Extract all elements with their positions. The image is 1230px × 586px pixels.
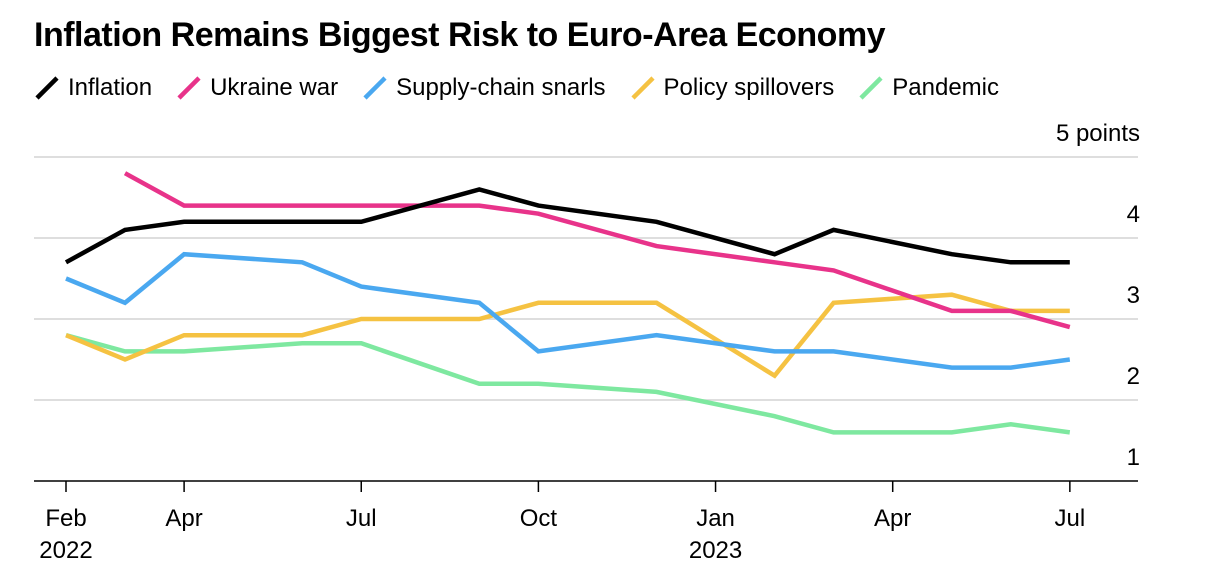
legend-item-inflation: Inflation [34, 74, 152, 102]
series-line-policy-spillovers [65, 292, 1070, 379]
legend-item-pandemic: Pandemic [858, 74, 999, 102]
legend-label-policy-spillovers: Policy spillovers [663, 74, 835, 101]
legend-swatch-inflation [35, 76, 59, 100]
x-tick-year-label: 2022 [39, 537, 92, 564]
legend-label-ukraine-war: Ukraine war [210, 74, 339, 101]
legend-label-pandemic: Pandemic [892, 74, 999, 101]
legend-swatch-pandemic [859, 76, 883, 100]
legend-item-ukraine-war: Ukraine war [176, 74, 338, 102]
x-tick-label: Apr [165, 505, 202, 532]
legend-item-policy-spillovers: Policy spillovers [630, 74, 835, 102]
x-tick-label: Jul [346, 505, 377, 532]
legend-swatch-supply-chain-snarls [363, 76, 387, 100]
x-tick-label: Apr [874, 505, 911, 532]
x-tick-label: Oct [520, 505, 558, 532]
series-line-ukraine-war [123, 171, 1071, 330]
legend-label-supply-chain-snarls: Supply-chain snarls [396, 74, 606, 101]
y-tick-label: 1 [1127, 444, 1140, 471]
x-tick-label: Feb [45, 505, 86, 532]
x-tick-label: Jul [1055, 505, 1086, 532]
y-tick-label: 2 [1127, 363, 1140, 390]
legend-swatch-policy-spillovers [630, 76, 655, 100]
x-tick-label: Jan [696, 505, 735, 532]
y-tick-label: 3 [1127, 282, 1140, 309]
legend: Inflation Ukraine war Supply-chain snarl… [34, 74, 1023, 102]
series-line-inflation [64, 187, 1070, 265]
y-unit-label: 5 points [1056, 120, 1140, 147]
legend-swatch-ukraine-war [177, 76, 201, 100]
legend-item-supply-chain-snarls: Supply-chain snarls [362, 74, 606, 102]
series-line-supply-chain-snarls [65, 251, 1071, 370]
chart-title: Inflation Remains Biggest Risk to Euro-A… [34, 16, 886, 54]
legend-label-inflation: Inflation [68, 74, 153, 101]
series-line-pandemic [65, 333, 1071, 435]
y-tick-label: 4 [1127, 201, 1140, 228]
x-tick-year-label: 2023 [689, 537, 742, 564]
